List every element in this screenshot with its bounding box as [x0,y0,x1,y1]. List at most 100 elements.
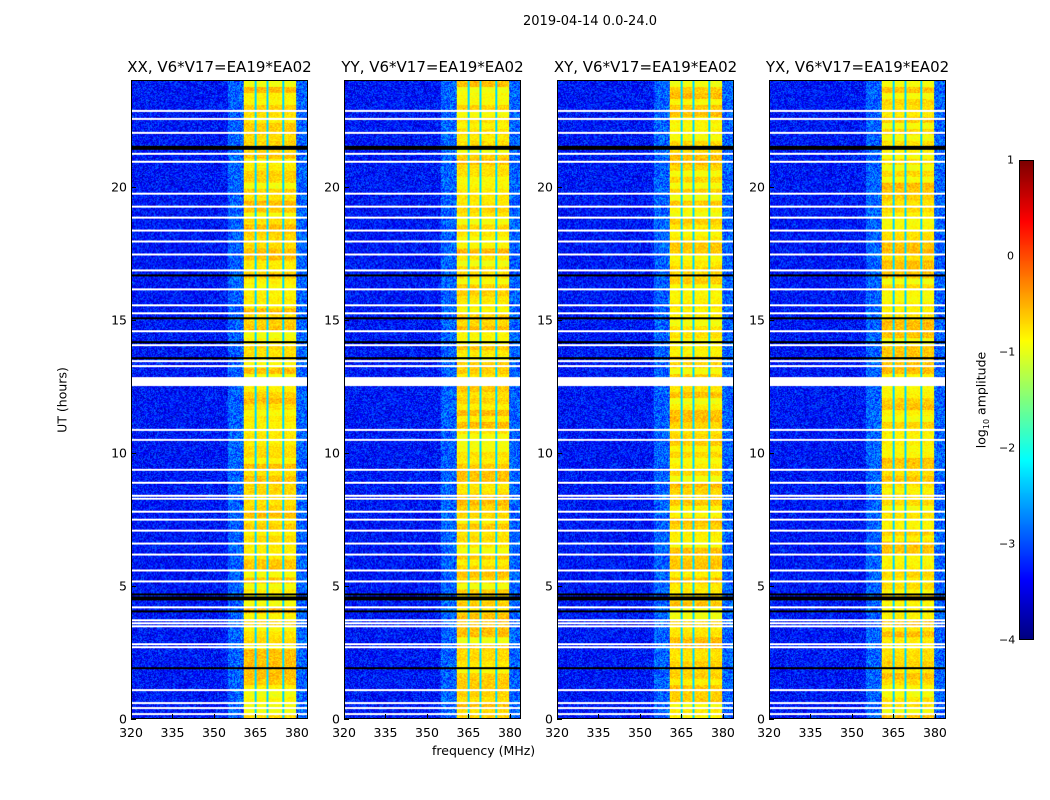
x-tick-label: 380 [923,725,947,740]
x-tick-mark [598,714,600,719]
y-tick-label: 15 [537,312,553,328]
y-tick-mark [557,719,562,720]
y-tick-mark [769,186,774,188]
x-tick-mark [509,714,511,719]
panel-title: XY, V6*V17=EA19*EA02 [553,58,738,76]
panel-title: YX, V6*V17=EA19*EA02 [765,58,950,76]
x-tick-label: 365 [881,725,906,740]
y-tick-mark [557,186,562,188]
x-tick-mark [934,714,936,719]
y-tick-mark [344,719,349,720]
y-tick-label: 20 [324,179,340,194]
y-tick-mark [557,319,562,321]
figure-title: 2019-04-14 0.0-24.0 [523,14,657,29]
y-tick-label: 15 [749,312,765,328]
y-tick-mark [344,585,349,587]
y-tick-mark [131,719,136,720]
x-tick-label: 365 [243,725,268,740]
x-tick-label: 320 [119,725,143,740]
x-tick-mark [468,714,470,719]
y-tick-mark [344,452,349,454]
y-tick-label: 20 [537,179,553,194]
x-tick-mark [810,714,812,719]
x-tick-label: 365 [669,725,694,740]
spectrogram-image [557,80,734,719]
x-tick-mark [769,714,770,719]
x-tick-label: 335 [798,725,823,740]
x-tick-label: 380 [711,725,735,740]
y-tick-label: 10 [537,445,553,461]
y-tick-mark [131,452,136,454]
x-tick-label: 380 [498,725,522,740]
x-tick-label: 335 [373,725,398,740]
y-tick-mark [131,319,136,321]
x-tick-label: 350 [628,725,652,740]
spectrogram-panel-0: XX, V6*V17=EA19*EA02 320 335 350 365 380 0 5 10 1… [111,58,312,740]
spectrogram-image [344,80,521,719]
x-tick-mark [557,714,558,719]
y-tick-label: 10 [749,445,765,461]
x-tick-mark [426,714,428,719]
y-tick-label: 15 [324,312,340,328]
colorbar-label: log10 amplitude [973,351,991,449]
spectrogram-panel-2: XY, V6*V17=EA19*EA02 320 335 350 365 380 0 5 10 1… [537,58,737,740]
y-tick-label: 20 [749,179,765,194]
panel-title: XX, V6*V17=EA19*EA02 [127,58,312,76]
x-tick-label: 350 [415,725,439,740]
y-tick-label: 5 [119,578,127,594]
spectrogram-image [131,80,308,719]
y-tick-label: 10 [324,445,340,461]
x-tick-label: 335 [160,725,185,740]
x-tick-mark [255,714,257,719]
x-tick-mark [213,714,215,719]
colorbar-tick-label: −1 [999,345,1016,359]
colorbar-tick-label: −3 [999,537,1016,551]
x-tick-label: 350 [202,725,226,740]
y-tick-mark [557,452,562,454]
x-tick-label: 320 [545,725,569,740]
y-tick-label: 15 [111,312,127,328]
y-tick-label: 0 [332,711,340,727]
y-tick-mark [557,585,562,587]
x-tick-label: 350 [840,725,864,740]
x-tick-mark [722,714,724,719]
panel-title: YY, V6*V17=EA19*EA02 [341,58,524,76]
y-tick-mark [769,452,774,454]
y-tick-mark [769,319,774,321]
y-tick-label: 0 [545,711,553,727]
y-tick-mark [131,186,136,188]
spectrogram-panel-1: YY, V6*V17=EA19*EA02 320 335 350 365 380 0 5 10 1… [324,58,524,740]
x-tick-mark [385,714,387,719]
y-tick-label: 5 [757,578,765,594]
y-tick-label: 0 [757,711,765,727]
y-tick-mark [769,719,774,720]
y-tick-mark [769,585,774,587]
x-tick-mark [296,714,298,719]
colorbar-tick-label: −4 [999,633,1016,647]
colorbar-tick-label: 0 [1007,249,1014,263]
x-tick-mark [893,714,895,719]
x-tick-label: 320 [757,725,781,740]
y-tick-label: 20 [111,179,127,194]
x-tick-label: 365 [456,725,481,740]
spectrogram-panel-3: YX, V6*V17=EA19*EA02 320 335 350 365 380 0 5 10 1… [749,58,949,740]
colorbar-tick-label: 1 [1007,153,1014,167]
x-tick-mark [639,714,641,719]
x-axis-label: frequency (MHz) [432,743,536,758]
y-tick-mark [344,319,349,321]
x-tick-label: 335 [586,725,611,740]
spectrogram-image [769,80,946,719]
y-tick-label: 10 [111,445,127,461]
x-tick-mark [851,714,853,719]
y-tick-mark [344,186,349,188]
x-tick-mark [172,714,174,719]
x-tick-label: 320 [332,725,356,740]
y-tick-mark [131,585,136,587]
y-axis-label: UT (hours) [54,367,70,433]
y-tick-label: 5 [545,578,553,594]
colorbar-tick-label: −2 [999,441,1016,455]
y-tick-label: 0 [119,711,127,727]
x-tick-mark [681,714,683,719]
x-tick-mark [131,714,132,719]
